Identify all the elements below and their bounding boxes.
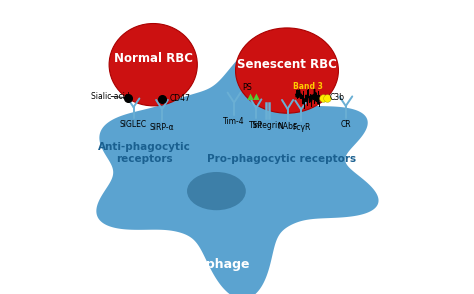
Ellipse shape	[236, 28, 338, 113]
Polygon shape	[253, 93, 260, 100]
Text: Anti-phagocytic
receptors: Anti-phagocytic receptors	[98, 142, 191, 164]
Text: CD47: CD47	[169, 94, 190, 103]
Text: TSP: TSP	[249, 121, 263, 130]
Text: Band 3: Band 3	[292, 82, 322, 91]
Text: CR: CR	[340, 120, 351, 129]
Text: NAbs: NAbs	[278, 122, 298, 131]
Text: Integrin: Integrin	[252, 121, 283, 130]
Ellipse shape	[109, 24, 197, 106]
Text: SIGLEC: SIGLEC	[120, 120, 147, 129]
Text: Sialic acid: Sialic acid	[91, 92, 130, 101]
Text: SIRP-α: SIRP-α	[150, 123, 174, 132]
Polygon shape	[96, 39, 379, 294]
Text: C3b: C3b	[329, 93, 345, 102]
Polygon shape	[247, 93, 254, 100]
Ellipse shape	[187, 172, 246, 210]
Text: PS: PS	[242, 83, 252, 92]
Text: FcγR: FcγR	[292, 123, 310, 132]
Text: Normal RBC: Normal RBC	[114, 52, 193, 65]
Text: Pro-phagocytic receptors: Pro-phagocytic receptors	[207, 154, 356, 164]
Text: Senescent RBC: Senescent RBC	[237, 58, 337, 71]
Text: Macrophage: Macrophage	[164, 258, 251, 271]
Text: Tim-4: Tim-4	[223, 117, 245, 126]
